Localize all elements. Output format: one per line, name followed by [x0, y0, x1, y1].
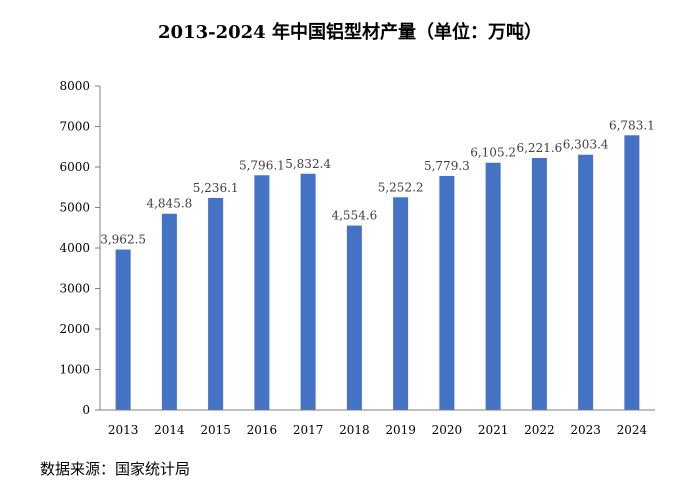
data-label-2016: 5,796.1 — [239, 158, 285, 172]
x-tick-label-2024: 2024 — [617, 423, 648, 437]
data-label-2022: 6,221.6 — [516, 141, 562, 155]
x-tick-label-2023: 2023 — [570, 423, 601, 437]
bar-2013 — [115, 249, 131, 410]
y-tick-label: 6000 — [59, 160, 90, 174]
data-labels: 3,962.5 4,845.85,236.15,796.1 5,832.4 4,554… — [100, 118, 655, 246]
data-label-2015: 5,236.1 — [193, 181, 239, 195]
source-note: 数据来源：国家统计局 — [40, 460, 191, 478]
bars — [115, 135, 640, 410]
bar-2024 — [624, 135, 640, 410]
bar-2015 — [208, 197, 224, 410]
x-tick-label-2015: 2015 — [200, 423, 231, 437]
y-tick-label: 2000 — [59, 322, 90, 336]
data-label-2013: 3,962.5 — [100, 233, 146, 247]
bar-2020 — [439, 175, 455, 410]
data-label-2017: 5,832.4 — [285, 157, 331, 171]
data-label-2018: 4,554.6 — [331, 209, 377, 223]
x-axis-ticks: 2013 2014 2015 2016 2017 2018 2019 2020 2021 2022… — [108, 423, 648, 437]
x-tick-label-2016: 2016 — [247, 423, 278, 437]
data-label-2024: 6,783.1 — [609, 118, 655, 132]
y-tick-label: 3000 — [59, 282, 90, 296]
x-tick-label-2022: 2022 — [524, 423, 555, 437]
y-tick-label: 1000 — [59, 363, 90, 377]
y-tick-label: 7000 — [59, 120, 90, 134]
y-tick-label: 4000 — [59, 241, 90, 255]
data-label-2020: 5,779.3 — [424, 159, 470, 173]
chart-title: 2013-2024 年中国铝型材产量（单位：万吨） — [158, 22, 542, 43]
x-tick-label-2013: 2013 — [108, 423, 139, 437]
bar-2023 — [578, 154, 594, 410]
y-tick-label: 5000 — [59, 201, 90, 215]
data-label-2021: 6,105.2 — [470, 146, 516, 160]
bar-2016 — [254, 175, 270, 410]
x-tick-label-2017: 2017 — [293, 423, 324, 437]
bar-2017 — [300, 173, 316, 410]
y-tick-label: 8000 — [59, 79, 90, 93]
bar-2018 — [346, 225, 362, 410]
data-label-2019: 5,252.2 — [378, 180, 424, 194]
data-label-2014: 4,845.8 — [146, 197, 192, 211]
x-tick-label-2020: 2020 — [432, 423, 463, 437]
x-tick-label-2021: 2021 — [478, 423, 509, 437]
bar-2021 — [485, 162, 501, 410]
y-tick-label: 0 — [82, 403, 90, 417]
data-label-2023: 6,303.4 — [563, 138, 609, 152]
y-axis-ticks: 0 1000 2000 3000 4000 5000 6000 7000 8000 — [59, 79, 100, 417]
x-tick-label-2019: 2019 — [385, 423, 416, 437]
bar-2019 — [393, 197, 409, 410]
bar-2014 — [161, 213, 177, 410]
x-tick-label-2018: 2018 — [339, 423, 370, 437]
bar-2022 — [531, 158, 547, 410]
x-tick-label-2014: 2014 — [154, 423, 185, 437]
